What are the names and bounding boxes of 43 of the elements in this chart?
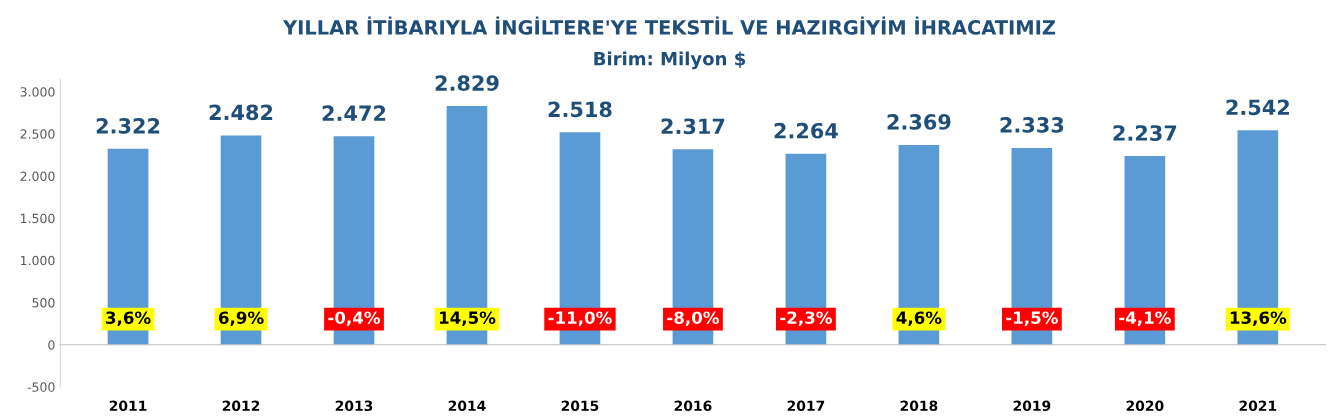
annotation: -0,4% xyxy=(328,311,381,327)
annotation: 13,6% xyxy=(1230,311,1287,327)
y-tick-label: 3.000 xyxy=(20,87,55,97)
y-tick-label: 500 xyxy=(32,298,55,308)
x-tick-label: 2014 xyxy=(448,400,486,412)
data-label: 2.333 xyxy=(1000,117,1064,133)
x-tick-label: 2018 xyxy=(900,400,938,412)
annotation: -1,5% xyxy=(1006,311,1058,327)
data-label: 2.472 xyxy=(322,105,386,121)
x-tick-label: 2021 xyxy=(1239,400,1277,412)
data-label: 2.369 xyxy=(887,114,951,130)
annotation: -4,1% xyxy=(1119,311,1171,327)
y-tick-label: 2.000 xyxy=(20,171,55,181)
annotation: -2,3% xyxy=(780,311,832,327)
x-tick-label: 2017 xyxy=(787,400,825,412)
x-tick-label: 2012 xyxy=(222,400,260,412)
data-label: 2.322 xyxy=(96,117,160,134)
data-label: 2.542 xyxy=(1226,99,1289,116)
annotation: 3,6% xyxy=(106,311,151,327)
annotation: 14,5% xyxy=(439,311,496,327)
data-label: 2.482 xyxy=(209,104,273,121)
data-label: 2.237 xyxy=(1113,125,1177,141)
data-label: 2.829 xyxy=(435,75,499,91)
x-tick-label: 2011 xyxy=(109,400,147,412)
data-label: 2.317 xyxy=(661,118,725,135)
x-tick-label: 2020 xyxy=(1126,400,1164,412)
y-tick-label: 1.000 xyxy=(20,255,55,266)
x-tick-label: 2016 xyxy=(674,400,712,412)
annotation: -11,0% xyxy=(548,311,612,327)
data-label: 2.518 xyxy=(548,101,612,118)
chart-title: YILLAR İTİBARIYLA İNGİLTERE'YE TEKSTİL VE HAZIRGİYİM İHRACATIMIZ xyxy=(282,16,1056,35)
x-tick-label: 2015 xyxy=(561,400,599,412)
chart-subtitle: Birim: Milyon $ xyxy=(594,51,746,70)
annotation: -8,0% xyxy=(667,311,719,327)
y-tick-label: -500 xyxy=(27,382,55,392)
y-tick-label: 0 xyxy=(48,340,55,350)
x-tick-label: 2013 xyxy=(335,400,373,412)
x-tick-label: 2019 xyxy=(1013,400,1051,412)
y-tick-label: 1.500 xyxy=(20,213,55,224)
annotation: 4,6% xyxy=(896,311,942,327)
y-tick-label: 2.500 xyxy=(20,129,55,139)
annotation: 6,9% xyxy=(218,311,264,327)
data-label: 2.264 xyxy=(774,122,838,139)
